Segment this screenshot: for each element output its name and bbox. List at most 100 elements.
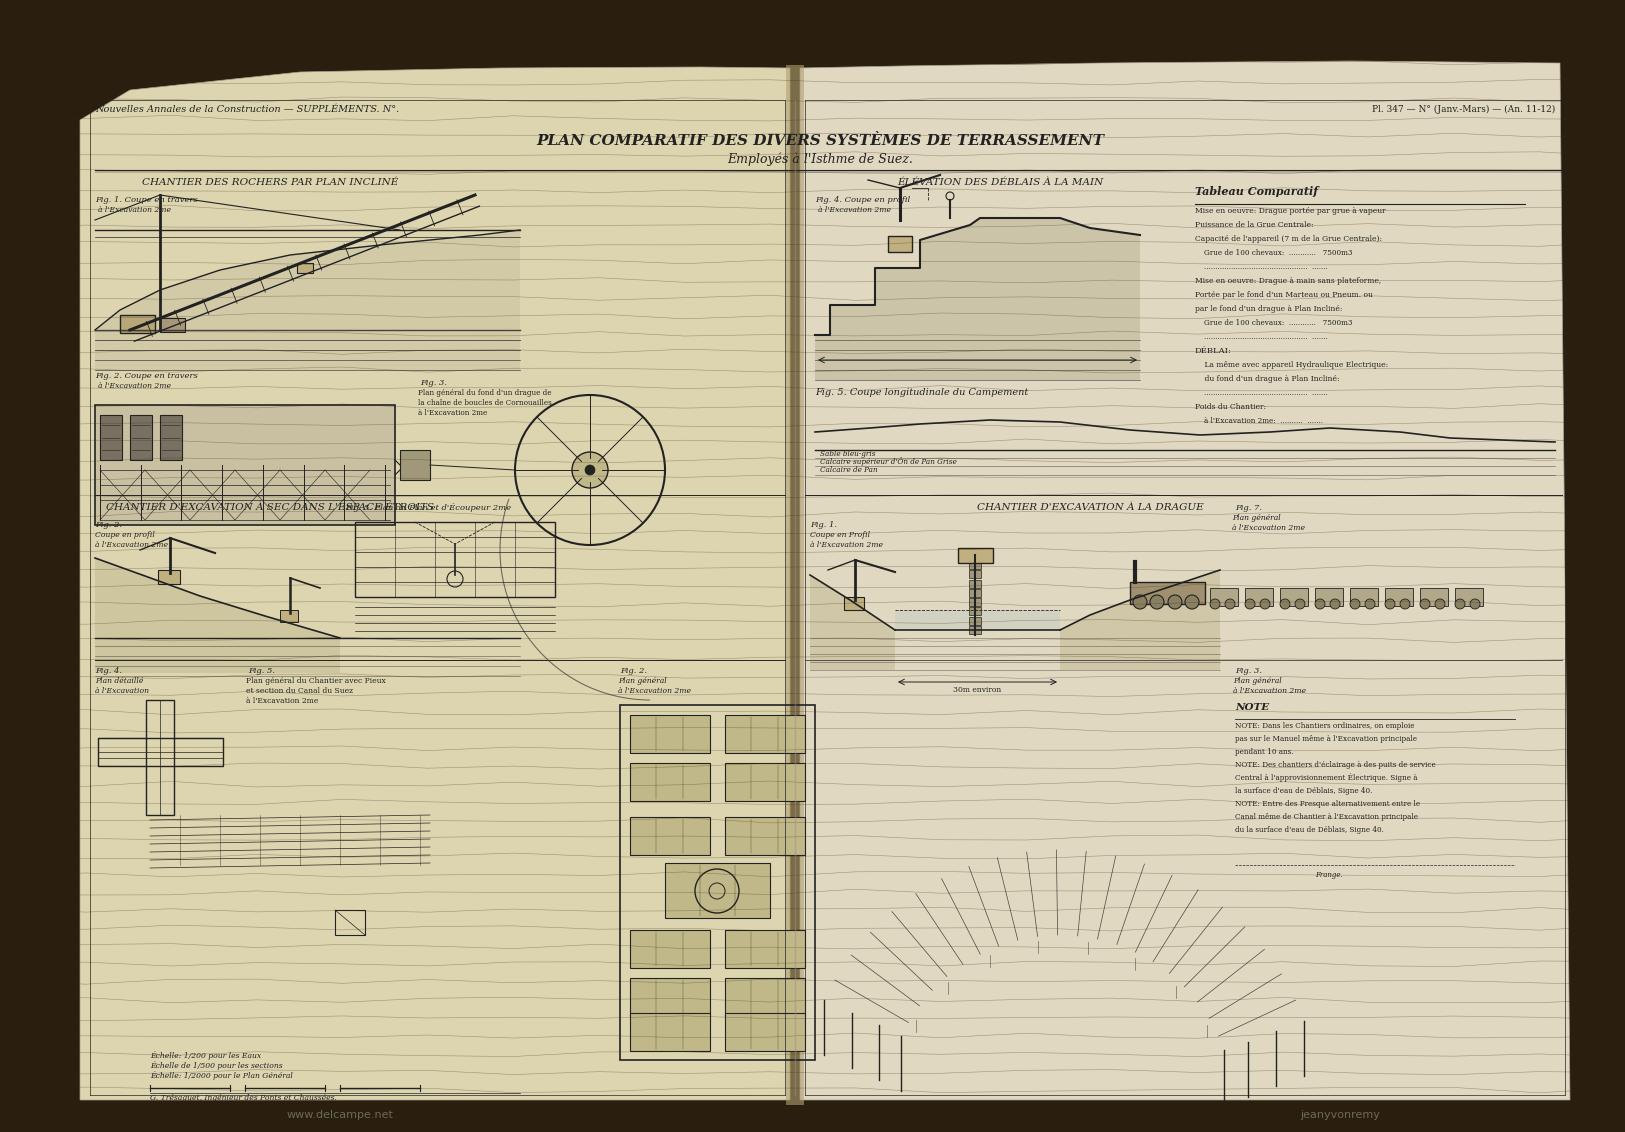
Text: CHANTIER D'EXCAVATION À LA DRAGUE: CHANTIER D'EXCAVATION À LA DRAGUE [977, 503, 1204, 512]
Circle shape [1435, 599, 1445, 609]
Bar [786, 65, 804, 1105]
Text: Plan général du Chantier avec Pieux: Plan général du Chantier avec Pieux [245, 677, 385, 685]
Bar [968, 626, 982, 634]
Text: Frange.: Frange. [1315, 871, 1342, 880]
Bar [725, 763, 804, 801]
Text: à l'Excavation 2me: à l'Excavation 2me [809, 541, 882, 549]
Circle shape [1225, 599, 1235, 609]
Bar [630, 978, 710, 1017]
Circle shape [1185, 595, 1199, 609]
Bar [630, 1013, 710, 1050]
Circle shape [1420, 599, 1430, 609]
Bar [98, 738, 223, 766]
Polygon shape [80, 67, 790, 1100]
Bar [159, 415, 182, 460]
Text: Employés à l'Isthme de Suez.: Employés à l'Isthme de Suez. [726, 153, 913, 166]
Bar [1384, 588, 1414, 606]
Text: Fig. 4. Coupe en profil: Fig. 4. Coupe en profil [816, 196, 910, 204]
Text: à l'Excavation 2me: à l'Excavation 2me [94, 541, 167, 549]
Bar [1420, 588, 1448, 606]
Text: Fig. 1.: Fig. 1. [809, 521, 837, 529]
Polygon shape [1060, 571, 1220, 670]
Circle shape [1245, 599, 1254, 609]
Bar [959, 548, 993, 563]
Text: Pl. 347 — N° (Janv.-Mars) — (An. 11-12): Pl. 347 — N° (Janv.-Mars) — (An. 11-12) [1372, 105, 1555, 114]
Text: et section du Canal du Suez: et section du Canal du Suez [245, 687, 353, 695]
Text: La même avec appareil Hydraulique Electrique:: La même avec appareil Hydraulique Electr… [1194, 361, 1388, 369]
Bar [1129, 582, 1206, 604]
Polygon shape [800, 61, 1570, 1100]
Text: Grue de 100 chevaux:  ............   7500m3: Grue de 100 chevaux: ............ 7500m3 [1194, 249, 1352, 257]
Bar [630, 763, 710, 801]
Text: Coupe en Profil: Coupe en Profil [809, 531, 869, 539]
Text: Portée par le fond d'un Marteau ou Pneum. ou: Portée par le fond d'un Marteau ou Pneum… [1194, 291, 1373, 299]
Text: Plan général: Plan général [1232, 514, 1280, 522]
Text: à l'Excavation 2me: à l'Excavation 2me [1233, 687, 1306, 695]
Circle shape [1329, 599, 1341, 609]
Bar [146, 700, 174, 815]
Circle shape [1454, 599, 1466, 609]
Text: ..............................................  .......: ........................................… [1194, 389, 1328, 397]
Bar [968, 571, 982, 578]
Text: ..............................................  .......: ........................................… [1194, 263, 1328, 271]
Bar [968, 598, 982, 606]
Text: NOTE: Des chantiers d'éclairage à des puits de service: NOTE: Des chantiers d'éclairage à des pu… [1235, 761, 1436, 769]
Bar [725, 978, 804, 1017]
Polygon shape [816, 218, 1141, 380]
Text: Fig. 3.: Fig. 3. [419, 379, 447, 387]
Text: PLAN COMPARATIF DES DIVERS SYSTÈMES DE TERRASSEMENT: PLAN COMPARATIF DES DIVERS SYSTÈMES DE T… [536, 134, 1103, 148]
Text: Fig. 2. Coupe en travers: Fig. 2. Coupe en travers [94, 372, 198, 380]
Bar [725, 817, 804, 855]
Bar [968, 589, 982, 597]
Text: 30m environ: 30m environ [952, 686, 1001, 694]
Text: www.delcampe.net: www.delcampe.net [286, 1110, 393, 1120]
Circle shape [1280, 599, 1290, 609]
Text: à l'Excavation: à l'Excavation [94, 687, 150, 695]
Bar [968, 608, 982, 616]
Bar [400, 451, 431, 480]
Text: NOTE: NOTE [1235, 703, 1269, 712]
Text: Échelle: 1/200 pour les Eaux: Échelle: 1/200 pour les Eaux [150, 1050, 262, 1060]
Bar [968, 561, 982, 569]
Text: Calcaire de Pan: Calcaire de Pan [821, 466, 878, 474]
Text: à l'Excavation 2me: à l'Excavation 2me [817, 206, 891, 214]
Text: à l'Excavation 2me: à l'Excavation 2me [418, 409, 488, 417]
Text: Fig. 5.: Fig. 5. [249, 667, 275, 675]
Bar [968, 580, 982, 588]
Text: ÉLÉVATION DES DÉBLAIS À LA MAIN: ÉLÉVATION DES DÉBLAIS À LA MAIN [897, 178, 1103, 187]
Bar [630, 817, 710, 855]
Text: DÉBLAI:: DÉBLAI: [1194, 348, 1232, 355]
Polygon shape [895, 610, 1060, 631]
Bar [630, 715, 710, 753]
Text: Capacité de l'appareil (7 m de la Grue Centrale):: Capacité de l'appareil (7 m de la Grue C… [1194, 235, 1383, 243]
Text: Fig. 1. Coupe en travers: Fig. 1. Coupe en travers [94, 196, 198, 204]
Text: Puissance de la Grue Centrale:: Puissance de la Grue Centrale: [1194, 221, 1313, 229]
Text: Plan détaillé: Plan détaillé [94, 677, 143, 685]
Text: Fig. 5. Plan du Plan et d'Écoupeur 2me: Fig. 5. Plan du Plan et d'Écoupeur 2me [344, 503, 512, 512]
Text: G. Trésaguet, Ingénieur des Ponts et Chaussées.: G. Trésaguet, Ingénieur des Ponts et Cha… [150, 1094, 336, 1101]
Circle shape [585, 465, 595, 475]
Text: Mise en oeuvre: Drague à main sans plateforme,: Mise en oeuvre: Drague à main sans plate… [1194, 277, 1381, 285]
Text: du fond d'un drague à Plan Incliné:: du fond d'un drague à Plan Incliné: [1194, 375, 1339, 383]
Text: CHANTIER D'EXCAVATION À SEC DANS L'ESPACE ÉTROITS: CHANTIER D'EXCAVATION À SEC DANS L'ESPAC… [106, 503, 434, 512]
Bar [1211, 588, 1238, 606]
Bar [120, 315, 154, 333]
Text: Fig. 7.: Fig. 7. [1235, 504, 1263, 512]
Bar [843, 597, 864, 610]
Bar [130, 415, 153, 460]
Text: Mise en oeuvre: Drague portée par grue à vapeur: Mise en oeuvre: Drague portée par grue à… [1194, 207, 1386, 215]
Text: Fig. 3.: Fig. 3. [1235, 667, 1263, 675]
Bar [968, 617, 982, 625]
Text: Plan général du fond d'un drague de: Plan général du fond d'un drague de [418, 389, 551, 397]
Text: jeanyvonremy: jeanyvonremy [1300, 1110, 1380, 1120]
Polygon shape [94, 230, 520, 370]
Circle shape [1315, 599, 1324, 609]
Text: Calcaire supérieur d'Ôn de Pan Grise: Calcaire supérieur d'Ôn de Pan Grise [821, 457, 957, 466]
Bar [621, 705, 816, 1060]
Text: Grue de 100 chevaux:  ............   7500m3: Grue de 100 chevaux: ............ 7500m3 [1194, 319, 1352, 327]
Circle shape [1211, 599, 1220, 609]
Text: Fig. 2.: Fig. 2. [94, 521, 122, 529]
Bar [159, 318, 185, 332]
Circle shape [1401, 599, 1410, 609]
Text: Fig. 2.: Fig. 2. [621, 667, 647, 675]
